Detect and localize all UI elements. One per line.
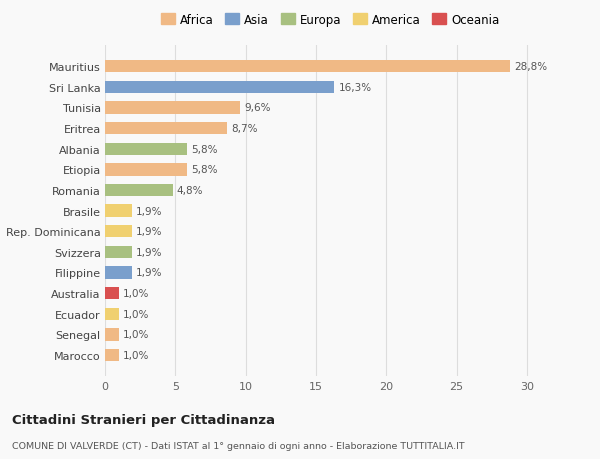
Bar xyxy=(105,308,119,320)
Bar xyxy=(105,143,187,156)
Text: 1,0%: 1,0% xyxy=(123,309,149,319)
Text: 5,8%: 5,8% xyxy=(191,145,217,154)
Text: 1,0%: 1,0% xyxy=(123,288,149,298)
Bar xyxy=(105,205,132,217)
Text: 1,9%: 1,9% xyxy=(136,227,163,237)
Text: 5,8%: 5,8% xyxy=(191,165,217,175)
Bar xyxy=(105,61,510,73)
Bar xyxy=(105,267,132,279)
Text: 4,8%: 4,8% xyxy=(177,185,203,196)
Text: 8,7%: 8,7% xyxy=(232,124,258,134)
Bar xyxy=(105,123,227,135)
Legend: Africa, Asia, Europa, America, Oceania: Africa, Asia, Europa, America, Oceania xyxy=(156,9,504,31)
Text: 1,0%: 1,0% xyxy=(123,350,149,360)
Bar xyxy=(105,102,240,114)
Bar xyxy=(105,225,132,238)
Bar xyxy=(105,349,119,361)
Text: 28,8%: 28,8% xyxy=(514,62,547,72)
Bar xyxy=(105,82,334,94)
Bar xyxy=(105,246,132,258)
Bar xyxy=(105,287,119,300)
Text: Cittadini Stranieri per Cittadinanza: Cittadini Stranieri per Cittadinanza xyxy=(12,413,275,426)
Text: COMUNE DI VALVERDE (CT) - Dati ISTAT al 1° gennaio di ogni anno - Elaborazione T: COMUNE DI VALVERDE (CT) - Dati ISTAT al … xyxy=(12,441,464,450)
Bar xyxy=(105,185,173,197)
Text: 1,9%: 1,9% xyxy=(136,268,163,278)
Bar xyxy=(105,164,187,176)
Text: 1,9%: 1,9% xyxy=(136,206,163,216)
Bar xyxy=(105,329,119,341)
Text: 1,0%: 1,0% xyxy=(123,330,149,340)
Text: 1,9%: 1,9% xyxy=(136,247,163,257)
Text: 16,3%: 16,3% xyxy=(338,83,371,93)
Text: 9,6%: 9,6% xyxy=(244,103,271,113)
